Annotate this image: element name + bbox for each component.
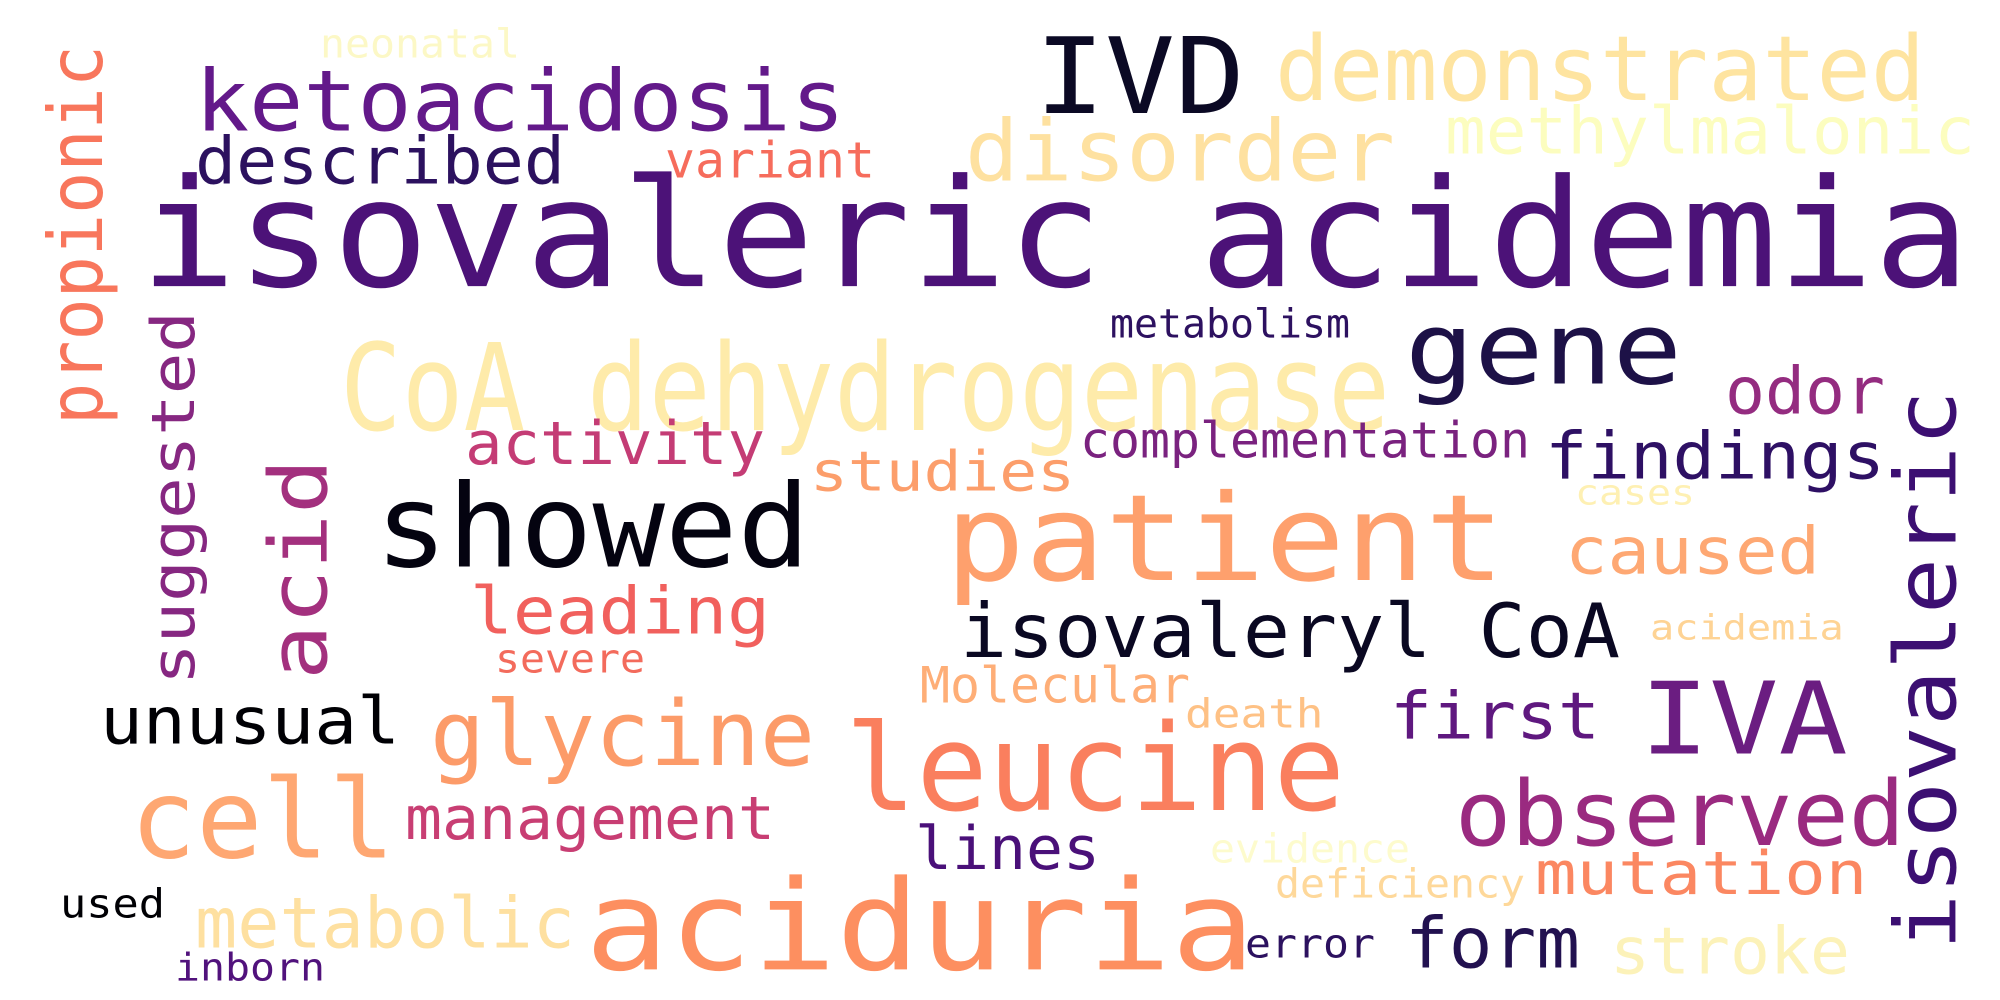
word-disorder: disorder	[965, 102, 1395, 202]
word-unusual: unusual	[100, 683, 400, 760]
word-management: management	[405, 784, 775, 855]
word-glycine: glycine	[430, 681, 815, 787]
word-isovaleryl-coa: isovaleryl CoA	[960, 588, 1620, 676]
word-methylmalonic: methylmalonic	[1445, 93, 1975, 170]
word-complementation: complementation	[1080, 410, 1530, 470]
word-odor: odor	[1725, 353, 1885, 430]
word-cell: cell	[130, 755, 395, 884]
word-acid-vertical: acid	[253, 458, 346, 680]
word-patient: patient	[945, 470, 1505, 610]
word-acidemia: acidemia	[1650, 606, 1844, 649]
word-demonstrated: demonstrated	[1275, 16, 1925, 122]
word-activity: activity	[465, 409, 765, 480]
word-suggested-vertical: suggested	[139, 311, 210, 685]
word-evidence: evidence	[1210, 825, 1410, 873]
word-leading: leading	[470, 573, 770, 650]
word-molecular: Molecular	[920, 655, 1190, 715]
word-metabolic: metabolic	[195, 883, 575, 965]
word-death: death	[1185, 690, 1324, 738]
word-described: described	[195, 123, 565, 200]
word-first: first	[1390, 678, 1600, 755]
word-variant: variant	[665, 130, 875, 190]
word-showed: showed	[375, 460, 810, 594]
word-findings: findings	[1545, 418, 1885, 495]
word-propionic-vertical: propionic	[33, 45, 121, 426]
word-gene: gene	[1405, 291, 1682, 408]
word-coa-dehydrogenase: CoA dehydrogenase	[340, 320, 1390, 460]
word-deficiency: deficiency	[1275, 860, 1525, 908]
word-ivd: IVD	[1035, 15, 1245, 139]
word-studies: studies	[810, 439, 1075, 504]
word-inborn: inborn	[175, 946, 325, 991]
word-metabolism: metabolism	[1110, 300, 1350, 348]
word-aciduria: aciduria	[585, 854, 1255, 1000]
word-ketoacidosis: ketoacidosis	[195, 52, 846, 152]
word-stroke: stroke	[1610, 913, 1850, 990]
word-caused: caused	[1565, 513, 1820, 590]
word-iva: IVA	[1640, 661, 1848, 778]
word-used: used	[60, 880, 165, 928]
word-form: form	[1405, 903, 1580, 985]
word-cases: cases	[1575, 471, 1695, 514]
word-observed: observed	[1455, 761, 1905, 867]
word-mutation: mutation	[1535, 839, 1868, 910]
word-lines: lines	[915, 814, 1100, 885]
word-neonatal: neonatal	[320, 20, 520, 68]
word-error: error	[1245, 920, 1375, 968]
word-severe: severe	[495, 635, 645, 683]
word-isovaleric-acidemia: isovaleric acidemia	[140, 146, 1970, 322]
word-leucine: leucine	[845, 700, 1345, 840]
